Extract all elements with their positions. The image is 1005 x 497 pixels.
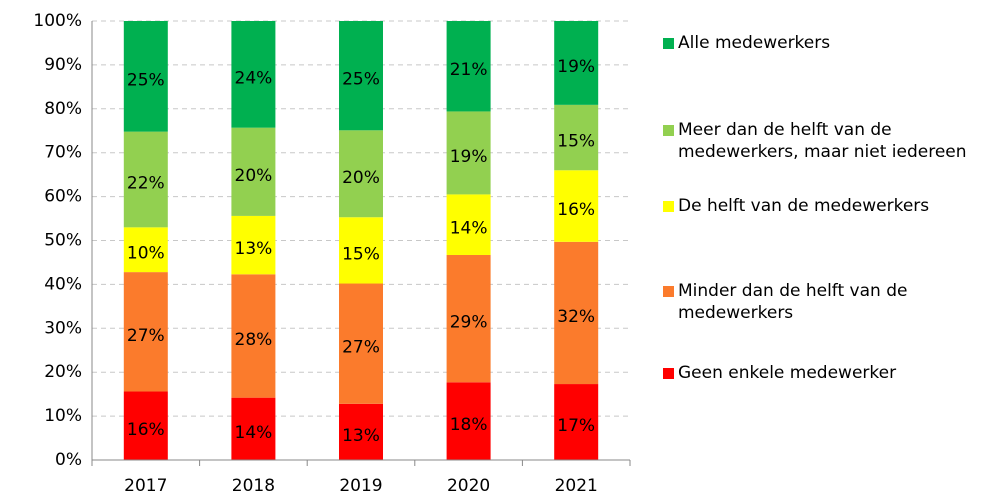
bar-segment: [339, 130, 383, 218]
x-tick-label: 2019: [339, 476, 382, 496]
x-tick-label: 2017: [124, 476, 167, 496]
legend-label: Meer dan de helft van de medewerkers, ma…: [678, 120, 967, 162]
bar-segment: [446, 111, 491, 195]
data-label: 18%: [450, 415, 488, 435]
bar-segment: [554, 241, 599, 385]
bar-segment: [123, 227, 168, 273]
legend-item: Alle medewerkers: [663, 32, 830, 54]
bar-segment: [554, 384, 599, 460]
legend-item: Meer dan de helft van de medewerkers, ma…: [663, 119, 968, 163]
y-tick-label: 90%: [44, 55, 82, 75]
legend-swatch: [663, 38, 674, 49]
bar-segment: [554, 21, 599, 105]
legend-swatch: [663, 286, 674, 297]
data-label: 14%: [450, 219, 488, 239]
data-label: 14%: [235, 423, 273, 443]
legend-label: De helft van de medewerkers: [678, 196, 930, 216]
data-label: 10%: [127, 244, 165, 264]
data-label: 27%: [127, 326, 165, 346]
data-label: 22%: [127, 173, 165, 193]
y-tick-label: 0%: [55, 450, 82, 470]
y-tick-label: 20%: [44, 362, 82, 382]
legend-swatch: [663, 368, 674, 379]
legend-label: Geen enkele medewerker: [678, 363, 897, 383]
bar-segment: [123, 391, 168, 460]
y-tick-label: 60%: [44, 187, 82, 207]
data-label: 20%: [342, 168, 380, 188]
data-label: 32%: [557, 307, 595, 327]
x-tick-label: 2020: [447, 476, 490, 496]
y-tick-label: 70%: [44, 143, 82, 163]
data-label: 20%: [235, 166, 273, 186]
bar-segment: [231, 127, 276, 216]
bar-segment: [123, 21, 168, 132]
bar-segment: [446, 194, 491, 255]
data-label: 21%: [450, 60, 488, 80]
legend-label: Alle medewerkers: [678, 33, 831, 53]
x-tick-label: 2018: [232, 476, 275, 496]
bar-segment: [231, 215, 276, 275]
bar-segment: [339, 217, 383, 284]
data-label: 16%: [127, 420, 165, 440]
data-label: 27%: [342, 338, 380, 358]
legend-item: De helft van de medewerkers: [663, 195, 929, 217]
bar-segment: [339, 283, 383, 404]
data-label: 17%: [557, 416, 595, 436]
x-tick-label: 2021: [555, 476, 598, 496]
data-label: 19%: [450, 147, 488, 167]
data-label: 13%: [342, 426, 380, 446]
data-label: 25%: [127, 70, 165, 90]
legend-label: Minder dan de helft van de medewerkers: [678, 281, 908, 323]
y-tick-label: 50%: [44, 231, 82, 251]
plot: 0% 10% 20% 30% 40% 50% 60% 70% 80% 90% 100% 16% 27% 1…: [33, 11, 631, 496]
data-label: 13%: [235, 239, 273, 259]
y-tick-label: 80%: [44, 99, 82, 119]
bar-segment: [554, 170, 599, 242]
data-label: 28%: [235, 330, 273, 350]
data-label: 15%: [557, 132, 595, 152]
data-label: 24%: [235, 68, 273, 88]
y-tick-label: 30%: [44, 318, 82, 338]
bar-segment: [554, 104, 599, 171]
bar-segment: [231, 21, 276, 128]
y-tick-label: 10%: [44, 406, 82, 426]
data-label: 29%: [450, 313, 488, 333]
bar-segment: [339, 21, 383, 131]
legend-item: Minder dan de helft van de medewerkers: [663, 280, 968, 324]
y-tick-label: 40%: [44, 274, 82, 294]
bar-segment: [231, 274, 276, 398]
bar-segment: [446, 382, 491, 460]
legend-swatch: [663, 125, 674, 136]
data-label: 19%: [557, 57, 595, 77]
bar-segment: [339, 403, 383, 460]
bar-segment: [123, 272, 168, 392]
bar-segment: [123, 131, 168, 228]
data-label: 25%: [342, 70, 380, 90]
y-tick-label: 100%: [33, 11, 82, 31]
bar-segment: [446, 21, 491, 112]
bar-segment: [446, 254, 491, 383]
data-label: 16%: [557, 200, 595, 220]
data-label: 15%: [342, 244, 380, 264]
bar-segment: [231, 397, 276, 460]
legend-swatch: [663, 201, 674, 212]
legend-item: Geen enkele medewerker: [663, 362, 896, 384]
